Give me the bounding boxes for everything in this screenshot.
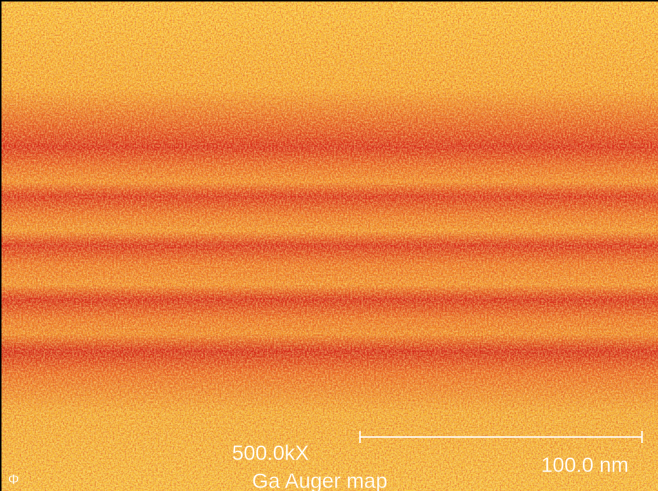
magnification: 500.0kX xyxy=(232,442,309,465)
caption: Ga Auger map xyxy=(252,470,387,491)
scale-bar-label: 100.0 nm xyxy=(541,454,629,477)
logo: Φ xyxy=(8,471,19,487)
